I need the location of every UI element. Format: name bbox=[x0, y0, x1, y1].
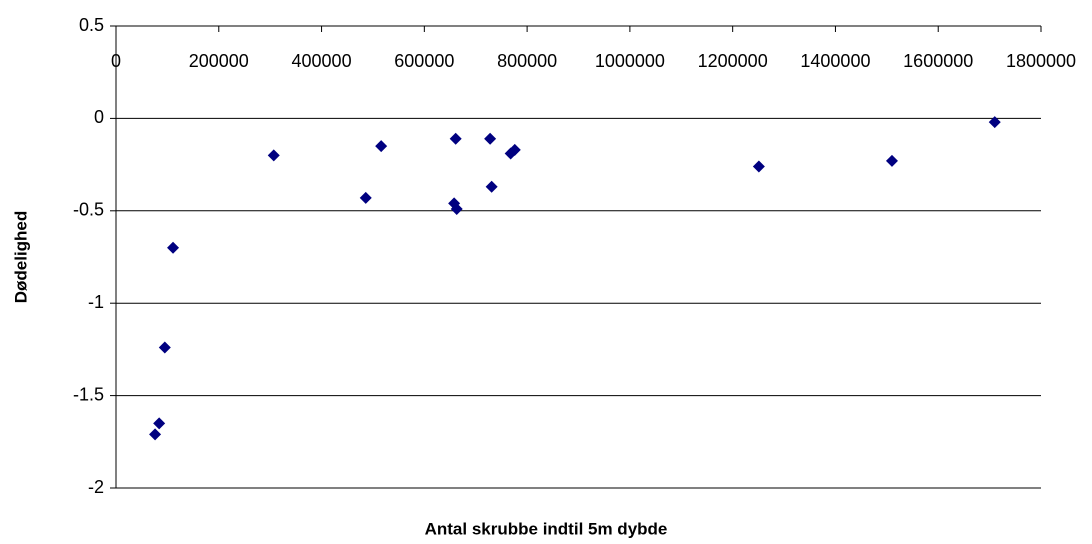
x-axis-title: Antal skrubbe indtil 5m dybde bbox=[425, 519, 668, 538]
x-tick-label: 1200000 bbox=[698, 51, 768, 71]
point bbox=[375, 140, 388, 153]
point bbox=[988, 116, 1001, 129]
y-tick-label: -1.5 bbox=[73, 384, 104, 404]
point bbox=[359, 191, 372, 204]
x-tick-label: 1000000 bbox=[595, 51, 665, 71]
x-tick-label: 1400000 bbox=[800, 51, 870, 71]
x-tick-label: 1600000 bbox=[903, 51, 973, 71]
point bbox=[158, 341, 171, 354]
x-tick-label: 0 bbox=[111, 51, 121, 71]
x-tick-label: 400000 bbox=[292, 51, 352, 71]
point bbox=[484, 132, 497, 145]
point bbox=[449, 132, 462, 145]
point bbox=[885, 154, 898, 167]
point bbox=[508, 143, 521, 156]
y-axis-title: Dødelighed bbox=[11, 211, 30, 304]
point bbox=[149, 428, 162, 441]
y-tick-label: 0.5 bbox=[79, 15, 104, 35]
point bbox=[504, 147, 517, 160]
y-tick-label: -0.5 bbox=[73, 200, 104, 220]
point bbox=[450, 202, 463, 215]
y-tick-label: -1 bbox=[88, 292, 104, 312]
point bbox=[485, 180, 498, 193]
point bbox=[167, 241, 180, 254]
y-tick-label: 0 bbox=[94, 107, 104, 127]
x-tick-label: 800000 bbox=[497, 51, 557, 71]
y-tick-label: -2 bbox=[88, 477, 104, 497]
point bbox=[153, 417, 166, 430]
x-tick-label: 600000 bbox=[394, 51, 454, 71]
point bbox=[267, 149, 280, 162]
point bbox=[752, 160, 765, 173]
x-tick-label: 200000 bbox=[189, 51, 249, 71]
x-tick-label: 1800000 bbox=[1006, 51, 1076, 71]
